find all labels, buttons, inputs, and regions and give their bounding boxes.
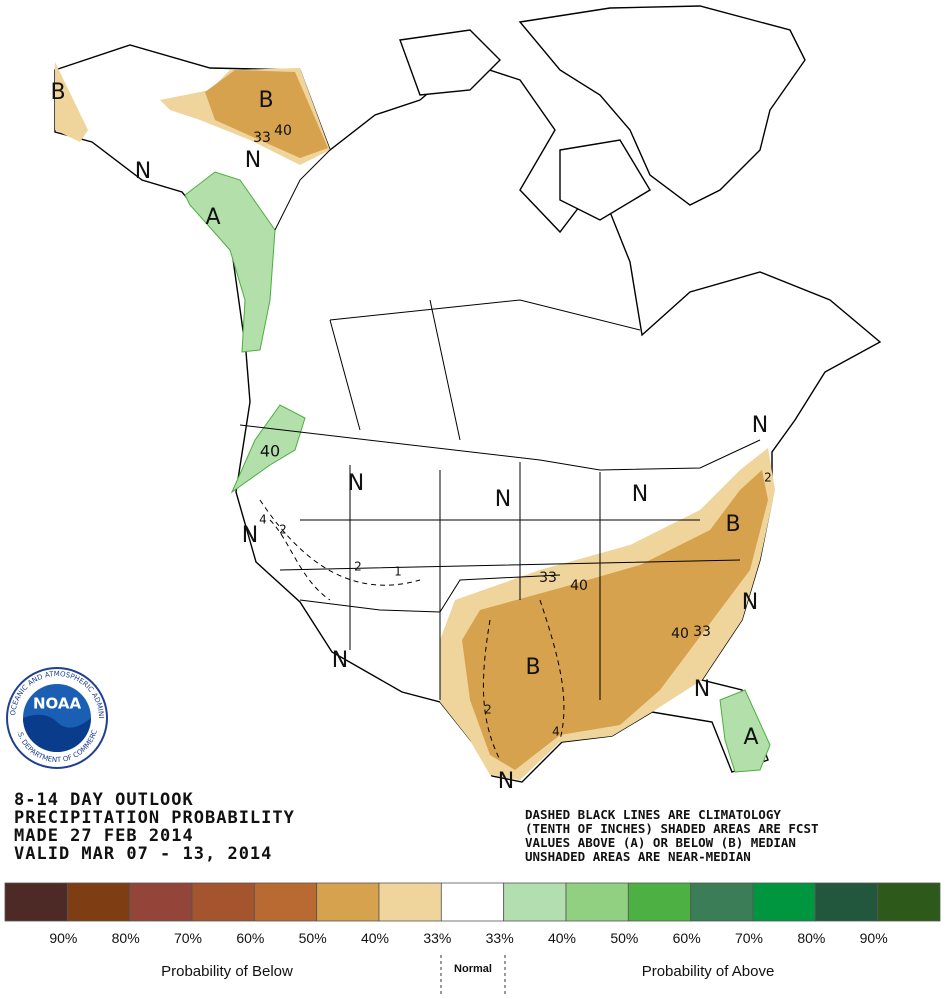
map-label: 40: [260, 442, 280, 461]
legend-tick-label: 50%: [610, 930, 638, 946]
map-label: 40: [274, 123, 292, 139]
map-label: B: [258, 88, 273, 113]
map-label: N: [498, 769, 514, 794]
map-label: N: [135, 159, 151, 184]
island: [559, 139, 651, 221]
legend-tick-label: 40%: [548, 930, 576, 946]
map-label: 2: [354, 560, 362, 574]
legend-caption: Probability of Above: [642, 963, 775, 980]
legend-swatch: [440, 882, 505, 922]
border: [274, 149, 331, 231]
legend-swatch: [690, 882, 754, 922]
logo-title: NOAA: [33, 695, 82, 713]
map-label: 33: [539, 570, 557, 586]
map-label: N: [348, 471, 364, 496]
legend-swatch: [66, 882, 131, 922]
map-label: 40: [671, 626, 689, 642]
legend-tick-label: 80%: [112, 930, 140, 946]
legend: Probability of Below Normal Probability …: [4, 882, 941, 995]
legend-swatch: [316, 882, 380, 922]
below-40-area: [205, 70, 328, 158]
map-label: 4: [552, 725, 560, 739]
note-line: (TENTH OF INCHES) SHADED AREAS ARE FCST: [525, 821, 819, 836]
island: [399, 29, 501, 96]
legend-swatch: [877, 882, 941, 922]
header-line: 8-14 DAY OUTLOOK: [14, 790, 194, 810]
legend-swatch: [378, 882, 442, 922]
map-label: N: [332, 648, 348, 673]
below-33-area: [55, 62, 88, 142]
border: [239, 424, 761, 471]
above-33-area: [184, 171, 276, 353]
map: [54, 5, 882, 783]
legend-swatch: [503, 882, 567, 922]
legend-swatch: [4, 882, 68, 922]
legend-tick-label: 70%: [735, 930, 763, 946]
legend-tick-label: 50%: [299, 930, 327, 946]
map-label: A: [743, 725, 758, 750]
header: 8-14 DAY OUTLOOK PRECIPITATION PROBABILI…: [14, 790, 295, 864]
legend-swatch: [253, 882, 318, 922]
legend-swatch: [627, 882, 692, 922]
map-label: B: [50, 80, 65, 105]
below-40-area: [462, 470, 768, 770]
legend-caption: Normal: [454, 963, 492, 975]
map-label: 40: [570, 578, 588, 594]
legend-tick-label: 80%: [797, 930, 825, 946]
map-label: 4: [259, 513, 267, 527]
map-label: B: [525, 655, 540, 680]
map-label: 33: [253, 130, 271, 146]
note-line: UNSHADED AREAS ARE NEAR-MEDIAN: [525, 849, 751, 864]
legend-tick-label: 70%: [174, 930, 202, 946]
legend-tick-label: 33%: [423, 930, 451, 946]
map-label: 2: [279, 523, 287, 537]
border: [279, 299, 741, 700]
note-line: VALUES ABOVE (A) OR BELOW (B) MEDIAN: [525, 835, 796, 850]
legend-caption: Probability of Below: [161, 963, 293, 980]
above-33-area: [719, 689, 771, 773]
map-label: B: [725, 512, 740, 537]
map-labels: B B 33 40 N N A 40 N N N N N B 33 40 N 4…: [50, 80, 771, 794]
map-label: N: [694, 677, 710, 702]
legend-tick-label: 60%: [673, 930, 701, 946]
map-label: N: [752, 413, 768, 438]
map-label: N: [632, 482, 648, 507]
header-line: PRECIPITATION PROBABILITY: [14, 808, 295, 828]
legend-tick-label: 33%: [486, 930, 514, 946]
map-label: N: [495, 487, 511, 512]
legend-swatch: [752, 882, 816, 922]
legend-tick-label: 40%: [361, 930, 389, 946]
map-label: N: [242, 523, 258, 548]
legend-swatch: [565, 882, 629, 922]
legend-tick-label: 60%: [236, 930, 264, 946]
map-label: 2: [764, 471, 772, 485]
map-label: 1: [394, 565, 402, 579]
greenland: [518, 5, 806, 206]
legend-swatch: [814, 882, 879, 922]
map-label: N: [742, 590, 758, 615]
header-line: VALID MAR 07 - 13, 2014: [14, 844, 272, 864]
legend-tick-label: 90%: [860, 930, 888, 946]
note-line: DASHED BLACK LINES ARE CLIMATOLOGY: [525, 807, 781, 822]
notes: DASHED BLACK LINES ARE CLIMATOLOGY (TENT…: [525, 807, 819, 864]
map-label: N: [245, 148, 261, 173]
legend-tick-label: 90%: [49, 930, 77, 946]
header-line: MADE 27 FEB 2014: [14, 826, 194, 846]
map-label: 2: [484, 703, 492, 717]
above-33-area: [230, 404, 306, 494]
map-label: 33: [693, 624, 711, 640]
legend-swatch: [129, 882, 193, 922]
map-label: A: [205, 205, 220, 230]
legend-swatch: [191, 882, 255, 922]
